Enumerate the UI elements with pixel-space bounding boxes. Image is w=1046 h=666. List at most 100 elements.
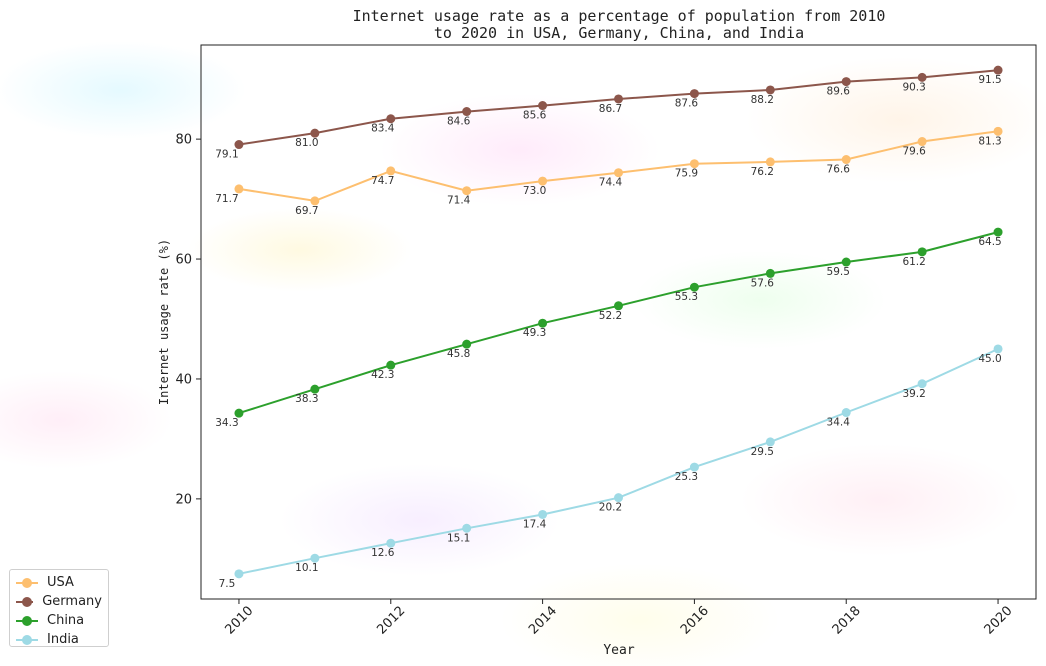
data-label-germany: 88.2: [751, 94, 774, 106]
legend-item-germany: Germany: [16, 592, 102, 611]
y-axis: 20 40 60 80: [175, 133, 201, 507]
x-tick-label: 2018: [830, 604, 864, 638]
legend-swatch-india: [16, 634, 38, 646]
data-label-india: 39.2: [902, 388, 925, 400]
data-label-china: 52.2: [599, 310, 622, 322]
data-label-india: 29.5: [751, 446, 774, 458]
legend-label-india: India: [47, 632, 79, 647]
data-label-usa: 71.7: [215, 193, 238, 205]
data-label-india: 7.5: [219, 578, 236, 590]
data-point-india: [462, 523, 472, 533]
x-tick-label: 2020: [982, 604, 1016, 638]
data-label-china: 49.3: [523, 327, 546, 339]
x-axis-label: Year: [603, 643, 634, 658]
legend-item-china: China: [16, 611, 102, 630]
data-label-germany: 87.6: [675, 98, 699, 110]
data-label-china: 45.8: [447, 348, 470, 360]
data-label-usa: 76.2: [751, 166, 774, 178]
data-label-usa: 75.9: [675, 168, 698, 180]
y-tick-label: 60: [175, 253, 192, 268]
chart-title-line-1: Internet usage rate as a percentage of p…: [353, 7, 886, 25]
data-label-india: 15.1: [447, 532, 470, 544]
data-label-usa: 74.7: [371, 175, 394, 187]
data-label-usa: 71.4: [447, 195, 471, 207]
y-axis-label: Internet usage rate (%): [157, 239, 171, 405]
data-point-india: [841, 408, 851, 418]
data-point-usa: [993, 126, 1003, 136]
series-line-china: [238, 231, 999, 415]
data-point-germany: [386, 114, 396, 124]
data-label-usa: 76.6: [827, 164, 851, 176]
data-point-china: [765, 268, 775, 278]
data-point-china: [614, 301, 623, 311]
data-label-germany: 90.3: [902, 81, 925, 93]
data-point-germany: [765, 85, 775, 95]
y-tick-label: 80: [175, 133, 192, 148]
legend-label-china: China: [47, 613, 85, 628]
data-point-india: [993, 344, 1003, 354]
data-point-germany: [462, 107, 472, 117]
data-point-china: [841, 257, 851, 267]
data-label-germany: 81.0: [295, 137, 318, 149]
data-point-usa: [310, 196, 320, 206]
data-label-germany: 89.6: [827, 86, 851, 98]
data-label-china: 64.5: [978, 236, 1001, 248]
data-label-india: 12.6: [371, 547, 395, 559]
data-point-usa: [386, 166, 396, 176]
data-point-germany: [538, 101, 548, 111]
data-point-germany: [234, 140, 244, 150]
data-point-china: [917, 247, 927, 257]
legend-label-germany: Germany: [42, 594, 102, 609]
data-point-china: [386, 360, 396, 370]
data-label-china: 57.6: [751, 277, 775, 289]
data-label-india: 34.4: [827, 417, 851, 429]
data-point-usa: [462, 186, 472, 196]
legend-label-usa: USA: [47, 575, 74, 590]
legend-swatch-china: [16, 615, 38, 627]
data-point-india: [386, 538, 396, 548]
data-point-india: [765, 437, 775, 447]
x-tick-label: 2014: [526, 604, 560, 638]
data-label-india: 25.3: [675, 471, 698, 483]
data-point-india: [310, 553, 320, 563]
data-label-usa: 81.3: [978, 135, 1001, 147]
data-labels-layer: 71.7 69.7 74.7 71.4 73.0 74.4 75.9 76.2 76.6 79.6…: [215, 74, 1001, 590]
data-label-india: 20.2: [599, 502, 622, 514]
data-label-china: 61.2: [902, 256, 925, 268]
data-label-china: 55.3: [675, 291, 698, 303]
data-label-china: 34.3: [215, 417, 238, 429]
x-tick-label: 2010: [222, 604, 256, 638]
data-point-usa: [614, 168, 623, 178]
plot-area-frame: [200, 44, 1037, 600]
data-label-usa: 79.6: [902, 146, 926, 158]
legend-item-usa: USA: [16, 573, 102, 592]
data-point-china: [689, 282, 699, 292]
chart-title-line-2: to 2020 in USA, Germany, China, and Indi…: [434, 24, 804, 42]
data-label-india: 45.0: [978, 353, 1001, 365]
data-point-china: [462, 339, 472, 349]
data-point-germany: [917, 72, 927, 82]
legend-item-india: India: [16, 630, 102, 649]
data-point-germany: [689, 89, 699, 99]
series-line-usa: [238, 130, 999, 202]
y-tick-label: 40: [175, 372, 192, 387]
data-label-germany: 85.6: [523, 110, 547, 122]
data-point-india: [538, 509, 548, 519]
data-point-india: [234, 569, 244, 579]
data-label-usa: 73.0: [523, 185, 546, 197]
data-label-india: 10.1: [295, 562, 318, 574]
data-point-china: [538, 318, 548, 328]
data-label-india: 17.4: [523, 518, 547, 530]
x-tick-label: 2012: [374, 604, 408, 638]
data-label-germany: 83.4: [371, 123, 395, 135]
data-label-germany: 84.6: [447, 116, 471, 128]
y-tick-label: 20: [175, 492, 192, 507]
data-point-china: [310, 384, 320, 394]
x-axis: 2010 2012 2014 2016 2018 2020: [222, 599, 1016, 638]
data-point-germany: [614, 94, 623, 104]
data-label-germany: 91.5: [978, 74, 1001, 86]
data-point-usa: [917, 137, 927, 147]
data-point-usa: [841, 155, 851, 165]
data-point-china: [993, 227, 1003, 237]
